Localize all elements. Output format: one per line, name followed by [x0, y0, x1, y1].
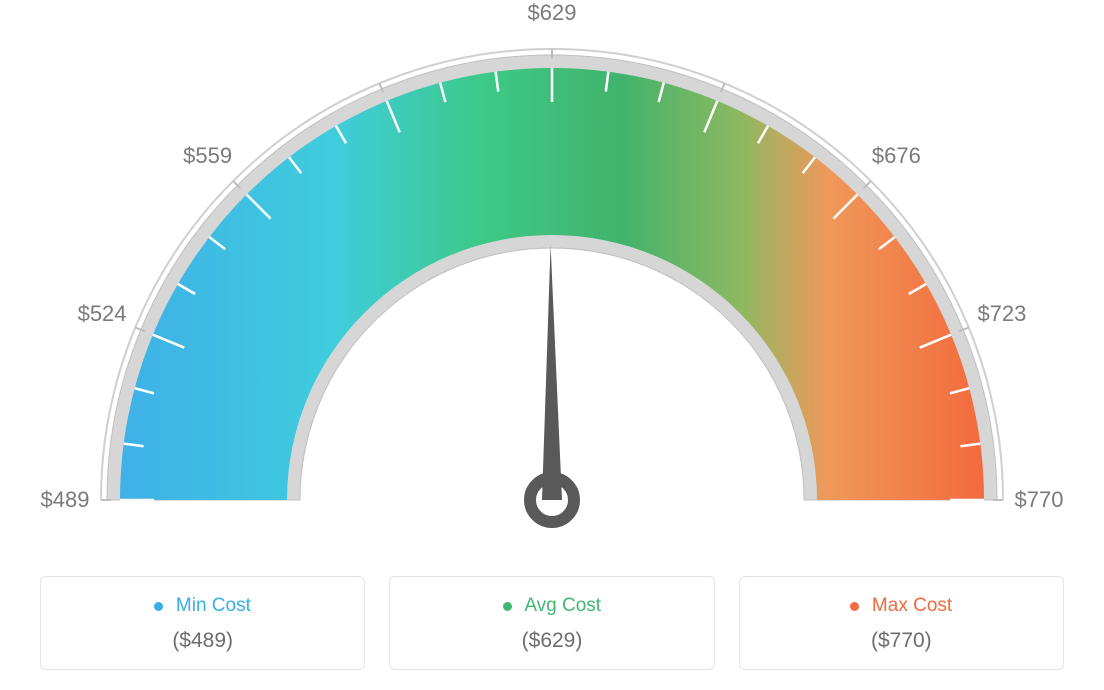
- legend-label-avg: Avg Cost: [398, 595, 705, 617]
- gauge-tick-label: $489: [41, 487, 90, 513]
- legend-card-max: Max Cost ($770): [739, 576, 1064, 670]
- legend-dot-max: [850, 602, 859, 611]
- legend-card-min: Min Cost ($489): [40, 576, 365, 670]
- legend-value-max: ($770): [748, 629, 1055, 653]
- gauge-tick-label: $524: [78, 301, 127, 327]
- gauge-tick-label: $723: [977, 301, 1026, 327]
- legend-label-text-min: Min Cost: [176, 595, 251, 616]
- legend-dot-min: [154, 602, 163, 611]
- legend-label-text-avg: Avg Cost: [524, 595, 601, 616]
- legend-dot-avg: [503, 602, 512, 611]
- legend-value-avg: ($629): [398, 629, 705, 653]
- gauge-tick-label: $629: [528, 0, 577, 26]
- gauge-chart: $489 $524 $559 $629 $676 $723 $770: [0, 0, 1104, 560]
- gauge-svg: [0, 0, 1104, 560]
- gauge-tick-label: $770: [1015, 487, 1064, 513]
- legend-card-avg: Avg Cost ($629): [389, 576, 714, 670]
- legend-row: Min Cost ($489) Avg Cost ($629) Max Cost…: [40, 576, 1064, 670]
- legend-label-text-max: Max Cost: [872, 595, 952, 616]
- legend-label-max: Max Cost: [748, 595, 1055, 617]
- legend-label-min: Min Cost: [49, 595, 356, 617]
- legend-value-min: ($489): [49, 629, 356, 653]
- gauge-tick-label: $676: [872, 143, 921, 169]
- gauge-tick-label: $559: [183, 143, 232, 169]
